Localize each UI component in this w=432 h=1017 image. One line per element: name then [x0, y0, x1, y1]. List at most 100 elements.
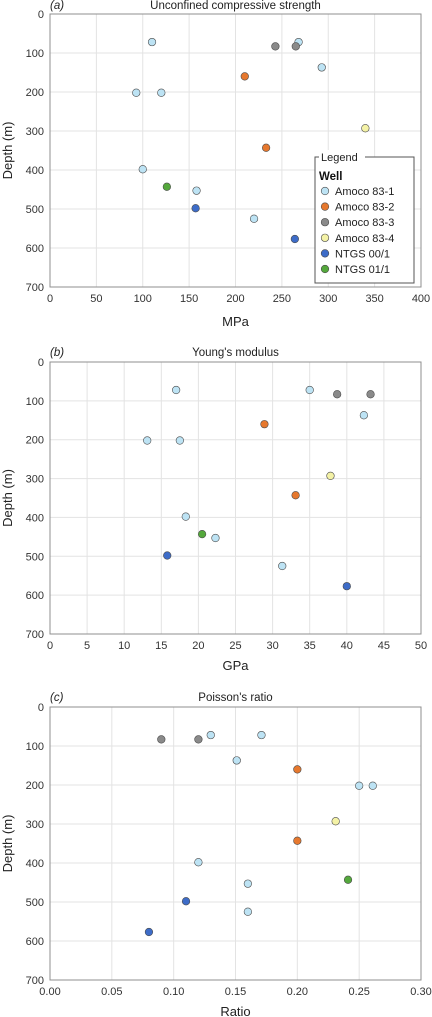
x-tick-label: 40	[341, 640, 353, 652]
legend-entry-label: Amoco 83-1	[335, 186, 394, 198]
data-point-amoco-83-1	[138, 165, 147, 174]
x-tick-label: 0	[47, 640, 53, 652]
y-tick-label: 100	[26, 741, 44, 753]
data-point-amoco-83-1	[192, 186, 201, 195]
data-point-amoco-83-1	[143, 436, 152, 445]
x-tick-label: 0.00	[39, 986, 60, 998]
y-tick-label: 500	[26, 897, 44, 909]
x-tick-label: 35	[304, 640, 316, 652]
data-point-amoco-83-1	[278, 561, 287, 571]
x-tick-label: 0.15	[225, 986, 246, 998]
data-point-amoco-83-3	[291, 42, 300, 51]
data-point-amoco-83-1	[157, 88, 166, 97]
x-axis-label: MPa	[222, 314, 250, 329]
data-point-amoco-83-1	[147, 37, 157, 47]
plot-border	[49, 706, 422, 981]
y-tick-label: 200	[26, 780, 44, 792]
x-tick-label: 25	[229, 640, 241, 652]
x-tick-label: 5	[84, 640, 90, 652]
data-point-amoco-83-1	[257, 730, 266, 740]
legend-title: Legend	[321, 152, 358, 164]
data-point-ntgs-00-1	[191, 204, 200, 213]
x-tick-label: 400	[412, 293, 430, 305]
panel-2: 0 5 10 15 20 25 30 35 40 45 5001002003004005006007…	[0, 347, 427, 673]
data-point-ntgs-01-1	[162, 182, 171, 191]
data-point-amoco-83-4	[361, 124, 370, 133]
x-tick-label: 0	[47, 293, 53, 305]
x-tick-label: 0.30	[410, 986, 431, 998]
y-axis-label: Depth (m)	[0, 469, 15, 527]
x-axis-label: GPa	[222, 658, 249, 673]
x-tick-label: 10	[118, 640, 130, 652]
y-tick-label: 700	[26, 282, 44, 294]
data-point-amoco-83-1	[172, 385, 181, 395]
x-tick-label: 50	[90, 293, 102, 305]
x-tick-label: 150	[180, 293, 198, 305]
data-point-amoco-83-1	[355, 781, 364, 790]
data-point-amoco-83-1	[206, 730, 215, 740]
legend-entry-label: Amoco 83-4	[335, 233, 394, 245]
x-tick-label: 300	[319, 293, 337, 305]
x-tick-label: 20	[192, 640, 204, 652]
data-point-amoco-83-3	[194, 735, 203, 744]
data-point-amoco-83-1	[232, 756, 241, 765]
x-tick-label: 50	[415, 640, 427, 652]
x-tick-label: 30	[266, 640, 278, 652]
x-tick-label: 100	[134, 293, 152, 305]
legend-entry-label: Amoco 83-3	[335, 217, 394, 229]
data-point-amoco-83-2	[240, 72, 249, 81]
x-tick-label: 350	[365, 293, 383, 305]
y-tick-label: 0	[38, 702, 44, 714]
y-tick-label: 300	[26, 474, 44, 486]
x-tick-label: 0.20	[287, 986, 308, 998]
x-tick-label: 0.05	[101, 986, 122, 998]
legend-entry-label: Amoco 83-2	[335, 202, 394, 214]
data-point-amoco-83-1	[359, 411, 368, 420]
data-point-amoco-83-1	[249, 214, 259, 223]
data-point-ntgs-00-1	[342, 582, 351, 591]
data-point-amoco-83-2	[262, 143, 271, 152]
y-tick-label: 600	[26, 243, 44, 255]
y-tick-label: 400	[26, 165, 44, 177]
data-point-amoco-83-1	[305, 385, 314, 395]
y-tick-label: 0	[38, 357, 44, 369]
x-tick-label: 0.10	[163, 986, 184, 998]
data-point-amoco-83-4	[331, 817, 340, 826]
x-tick-label: 250	[273, 293, 291, 305]
y-tick-label: 100	[26, 48, 44, 60]
y-tick-label: 200	[26, 87, 44, 99]
legend-marker	[320, 233, 330, 242]
data-point-ntgs-01-1	[198, 530, 207, 539]
x-tick-label: 200	[226, 293, 244, 305]
data-point-ntgs-00-1	[163, 551, 172, 560]
chart-title: Young's modulus	[192, 347, 279, 359]
data-point-amoco-83-3	[157, 735, 166, 744]
data-point-amoco-83-2	[293, 836, 302, 845]
legend-marker	[320, 218, 330, 227]
data-point-amoco-83-4	[326, 471, 335, 480]
legend-subtitle: Well	[319, 171, 342, 183]
legend-entry-label: NTGS 01/1	[335, 264, 390, 276]
data-point-amoco-83-1	[243, 907, 252, 916]
plot-border	[49, 361, 422, 635]
data-point-amoco-83-1	[132, 88, 141, 97]
panel-label: (b)	[50, 347, 64, 359]
plot-border	[49, 13, 422, 288]
chart-title: Unconfined compressive strength	[150, 0, 321, 12]
y-tick-label: 0	[38, 9, 44, 21]
data-point-amoco-83-1	[211, 533, 220, 543]
y-axis-label: Depth (m)	[0, 122, 15, 180]
chart-title: Poisson's ratio	[198, 692, 272, 704]
panel-label: (c)	[50, 692, 64, 704]
y-tick-label: 400	[26, 858, 44, 870]
data-point-amoco-83-3	[366, 390, 375, 399]
data-point-amoco-83-1	[317, 63, 326, 72]
panel-3: 0.00 0.05 0.10 0.15 0.20 0.25 0.30 0 100 200 300 40…	[0, 692, 432, 1017]
legend-marker	[320, 249, 330, 258]
data-point-amoco-83-3	[333, 390, 342, 399]
y-tick-label: 600	[26, 936, 44, 948]
data-point-ntgs-00-1	[144, 927, 154, 937]
y-tick-label: 200	[26, 435, 44, 447]
x-tick-label: 15	[155, 640, 167, 652]
